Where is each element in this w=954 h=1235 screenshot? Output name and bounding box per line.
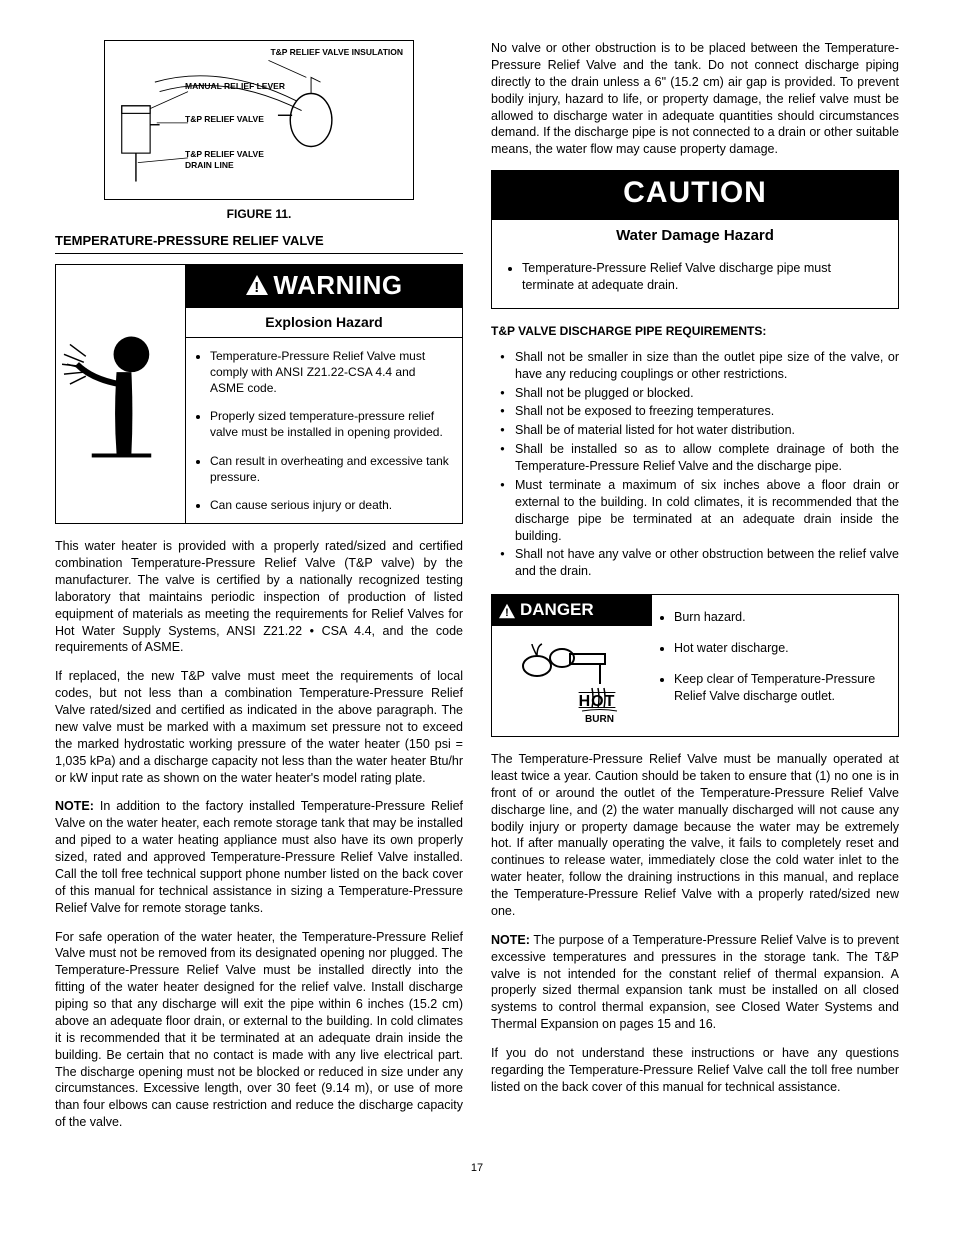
alert-triangle-icon: !: [498, 603, 516, 619]
danger-item: Hot water discharge.: [674, 640, 886, 657]
warning-box: ! WARNING Explosion Hazard Temperature-P…: [55, 264, 463, 524]
page-columns: T&P RELIEF VALVE INSULATION MANUAL RELIE…: [55, 40, 899, 1143]
req-item: Shall not be smaller in size than the ou…: [515, 349, 899, 383]
body-para: For safe operation of the water heater, …: [55, 929, 463, 1132]
svg-text:!: !: [255, 279, 261, 296]
danger-item: Burn hazard.: [674, 609, 886, 626]
warning-item: Temperature-Pressure Relief Valve must c…: [210, 348, 450, 397]
warning-header: ! WARNING: [186, 265, 462, 308]
note-body: The purpose of a Temperature-Pressure Re…: [491, 933, 899, 1031]
req-item: Shall be installed so as to allow comple…: [515, 441, 899, 475]
caution-item: Temperature-Pressure Relief Valve discha…: [522, 260, 882, 294]
label-drain: T&P RELIEF VALVE DRAIN LINE: [185, 149, 264, 172]
warning-head-text: WARNING: [273, 268, 402, 303]
alert-triangle-icon: !: [245, 274, 269, 296]
req-item: Shall be of material listed for hot wate…: [515, 422, 899, 439]
figure-caption: FIGURE 11.: [55, 206, 463, 222]
note-prefix: NOTE:: [55, 799, 94, 813]
danger-header: ! DANGER: [492, 595, 652, 626]
body-para: No valve or other obstruction is to be p…: [491, 40, 899, 158]
body-para: The Temperature-Pressure Relief Valve mu…: [491, 751, 899, 920]
danger-head-text: DANGER: [520, 599, 594, 622]
figure-11-diagram: T&P RELIEF VALVE INSULATION MANUAL RELIE…: [104, 40, 414, 200]
svg-text:!: !: [505, 607, 509, 619]
label-insulation: T&P RELIEF VALVE INSULATION: [270, 47, 403, 58]
label-valve: T&P RELIEF VALVE: [185, 114, 264, 125]
danger-right: Burn hazard. Hot water discharge. Keep c…: [652, 595, 898, 736]
warning-illustration: [56, 265, 186, 523]
danger-illustration: HOT BURN: [492, 626, 652, 736]
requirements-list: Shall not be smaller in size than the ou…: [491, 349, 899, 580]
body-para: If replaced, the new T&P valve must meet…: [55, 668, 463, 786]
req-item: Shall not have any valve or other obstru…: [515, 546, 899, 580]
body-para: If you do not understand these instructi…: [491, 1045, 899, 1096]
caution-header: CAUTION: [492, 171, 898, 220]
caution-list: Temperature-Pressure Relief Valve discha…: [492, 252, 898, 308]
label-lever: MANUAL RELIEF LEVER: [185, 81, 285, 92]
warning-item: Properly sized temperature-pressure reli…: [210, 408, 450, 440]
body-note: NOTE: The purpose of a Temperature-Press…: [491, 932, 899, 1033]
danger-list: Burn hazard. Hot water discharge. Keep c…: [658, 609, 886, 705]
right-column: No valve or other obstruction is to be p…: [491, 40, 899, 1143]
warning-body: ! WARNING Explosion Hazard Temperature-P…: [186, 265, 462, 523]
danger-item: Keep clear of Temperature-Pressure Relie…: [674, 671, 886, 705]
caution-subhead: Water Damage Hazard: [492, 220, 898, 252]
warning-item: Can result in overheating and excessive …: [210, 453, 450, 485]
body-note: NOTE: In addition to the factory install…: [55, 798, 463, 916]
req-item: Shall not be exposed to freezing tempera…: [515, 403, 899, 420]
req-item: Shall not be plugged or blocked.: [515, 385, 899, 402]
section-title: TEMPERATURE-PRESSURE RELIEF VALVE: [55, 232, 463, 254]
caution-box: CAUTION Water Damage Hazard Temperature-…: [491, 170, 899, 309]
requirements-title: T&P VALVE DISCHARGE PIPE REQUIREMENTS:: [491, 323, 899, 339]
body-para: This water heater is provided with a pro…: [55, 538, 463, 656]
danger-left: ! DANGER HOT BURN: [492, 595, 652, 736]
note-body: In addition to the factory installed Tem…: [55, 799, 463, 914]
danger-box: ! DANGER HOT BURN: [491, 594, 899, 737]
warning-item: Can cause serious injury or death.: [210, 497, 450, 513]
left-column: T&P RELIEF VALVE INSULATION MANUAL RELIE…: [55, 40, 463, 1143]
warning-list: Temperature-Pressure Relief Valve must c…: [186, 338, 462, 524]
page-number: 17: [55, 1161, 899, 1176]
req-item: Must terminate a maximum of six inches a…: [515, 477, 899, 545]
warning-subhead: Explosion Hazard: [186, 308, 462, 338]
note-prefix: NOTE:: [491, 933, 530, 947]
